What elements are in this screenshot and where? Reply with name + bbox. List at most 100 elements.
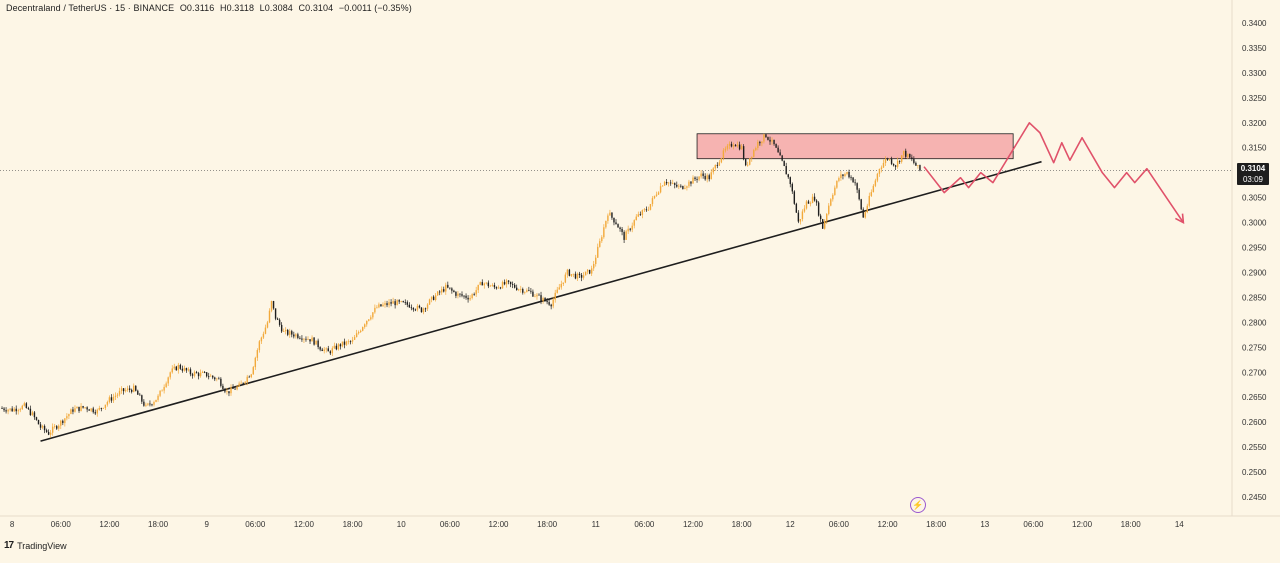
- candle-body: [629, 228, 631, 230]
- candle-body: [692, 177, 694, 184]
- candle-body: [657, 192, 660, 195]
- candle-body: [240, 382, 242, 384]
- candle-body: [876, 173, 879, 181]
- x-tick-label: 9: [204, 520, 209, 529]
- candle-body: [289, 331, 291, 335]
- candle-body: [224, 388, 226, 392]
- candle-body: [562, 282, 565, 284]
- candle-body: [9, 408, 11, 410]
- candle-body: [214, 377, 216, 380]
- candle-body: [303, 338, 305, 340]
- candle-body: [49, 432, 52, 435]
- candle-body: [913, 159, 915, 163]
- candle-body: [313, 337, 315, 345]
- candle-body: [167, 377, 169, 384]
- candle-body: [260, 337, 263, 342]
- y-tick-label: 0.2600: [1242, 418, 1267, 427]
- candle-body: [842, 174, 844, 176]
- candle-body: [670, 182, 672, 184]
- candle-body: [11, 408, 13, 412]
- candle-body: [362, 327, 364, 331]
- candle-body: [175, 366, 177, 371]
- candle-body: [183, 368, 186, 371]
- candle-body: [570, 274, 573, 276]
- candle-body: [836, 180, 838, 188]
- candle-body: [439, 291, 441, 293]
- candle-body: [619, 227, 621, 229]
- candle-body: [116, 394, 119, 396]
- current-price-tag: 0.3104 03:09: [1237, 163, 1269, 185]
- candle-body: [104, 404, 107, 408]
- candle-body: [882, 163, 885, 168]
- candle-body: [558, 287, 560, 290]
- candle-body: [232, 387, 234, 389]
- candle-body: [765, 134, 767, 138]
- candle-body: [686, 186, 688, 188]
- candle-body: [120, 388, 123, 391]
- candle-body: [31, 412, 34, 416]
- candle-body: [580, 275, 583, 278]
- candle-body: [520, 289, 522, 290]
- candle-body: [694, 177, 696, 180]
- candle-body: [706, 175, 708, 180]
- candle-body: [627, 228, 629, 232]
- candle-body: [453, 290, 455, 293]
- candle-body: [244, 381, 246, 384]
- candle-body: [568, 269, 571, 276]
- tradingview-logo[interactable]: 17 TradingView: [4, 540, 67, 551]
- candle-body: [426, 304, 429, 309]
- candle-body: [88, 409, 90, 411]
- candle-body: [526, 290, 528, 292]
- candle-body: [661, 185, 664, 187]
- candle-body: [301, 338, 303, 340]
- candle-body: [617, 224, 619, 228]
- candle-body: [905, 150, 907, 157]
- x-tick-label: 18:00: [1121, 520, 1142, 529]
- x-tick-label: 13: [980, 520, 989, 529]
- candle-body: [813, 196, 816, 201]
- candle-body: [720, 158, 723, 163]
- candle-body: [295, 334, 297, 337]
- candle-body: [76, 406, 78, 409]
- candle-body: [840, 174, 842, 179]
- candle-body: [47, 431, 50, 435]
- candle-body: [137, 390, 139, 395]
- candle-body: [242, 382, 244, 384]
- candle-body: [112, 396, 115, 401]
- candle-body: [66, 416, 68, 419]
- candle-body: [872, 185, 875, 193]
- candle-body: [424, 308, 427, 310]
- candle-body: [434, 295, 437, 301]
- candle-body: [114, 395, 117, 397]
- symbol-name[interactable]: Decentraland / TetherUS · 15 · BINANCE: [6, 3, 175, 13]
- x-tick-label: 14: [1175, 520, 1184, 529]
- candle-body: [163, 386, 165, 391]
- x-tick-label: 10: [397, 520, 406, 529]
- candle-body: [386, 303, 388, 306]
- candle-body: [534, 296, 536, 298]
- candle-body: [155, 399, 157, 403]
- candle-body: [181, 368, 184, 371]
- candle-body: [408, 304, 411, 308]
- candle-body: [84, 407, 86, 409]
- candle-body: [870, 192, 873, 196]
- candle-body: [418, 305, 421, 308]
- candle-body: [911, 157, 913, 160]
- lightning-icon[interactable]: ⚡: [910, 497, 926, 513]
- candle-body: [907, 153, 909, 157]
- candle-body: [380, 304, 382, 307]
- candle-body: [297, 334, 299, 338]
- candle-body: [420, 307, 423, 313]
- candle-body: [135, 385, 137, 391]
- candle-body: [331, 348, 334, 354]
- candle-body: [254, 357, 257, 368]
- candle-body: [449, 287, 451, 289]
- candle-body: [153, 402, 155, 405]
- candle-body: [755, 148, 757, 151]
- candle-body: [690, 181, 692, 184]
- candle-body: [846, 171, 848, 174]
- candle-body: [740, 146, 743, 150]
- candle-body: [497, 287, 500, 289]
